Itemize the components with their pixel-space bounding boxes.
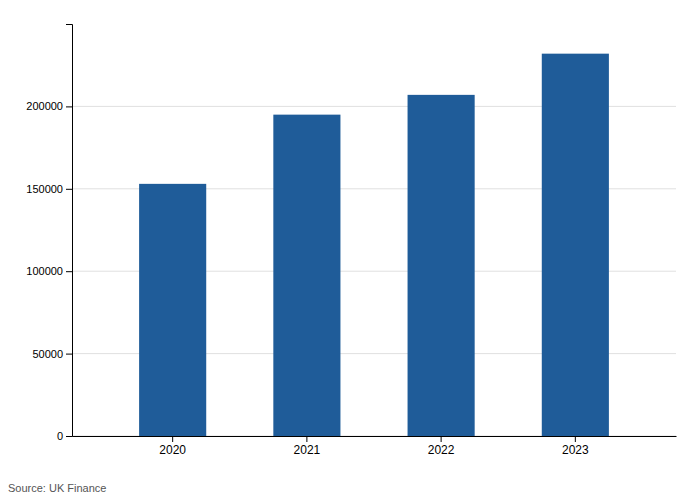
y-tick-mark — [66, 106, 72, 107]
y-tick: 150000 — [26, 183, 72, 195]
y-tick: 0 — [57, 430, 72, 442]
x-axis: 2020 2021 2022 2023 — [73, 436, 677, 457]
x-tick: 2021 — [294, 436, 321, 457]
bar — [139, 184, 206, 436]
annotations: Source: UK Finance — [8, 482, 106, 494]
y-tick-label: 50000 — [32, 348, 63, 360]
y-tick: 200000 — [26, 100, 72, 112]
x-tick-label: 2021 — [294, 443, 321, 457]
y-axis: 0 50000 100000 150000 200000 — [26, 25, 72, 443]
x-tick-mark — [172, 436, 173, 442]
bar — [542, 54, 609, 436]
y-tick: 100000 — [26, 265, 72, 277]
x-tick-mark — [441, 436, 442, 442]
y-axis-line — [66, 25, 73, 437]
x-tick-label: 2023 — [562, 443, 589, 457]
bar — [408, 95, 475, 436]
y-tick: 50000 — [32, 348, 72, 360]
bars — [139, 54, 609, 436]
x-tick: 2023 — [562, 436, 589, 457]
x-tick: 2022 — [428, 436, 455, 457]
source-note: Source: UK Finance — [8, 482, 106, 494]
x-tick-label: 2020 — [159, 443, 186, 457]
y-tick-mark — [66, 271, 72, 272]
y-tick-label: 150000 — [26, 183, 63, 195]
bar — [273, 115, 340, 436]
x-tick: 2020 — [159, 436, 186, 457]
x-tick-mark — [575, 436, 576, 442]
y-tick-mark — [66, 189, 72, 190]
y-tick-mark — [66, 354, 72, 355]
y-tick-mark — [66, 436, 72, 437]
x-axis-line — [73, 436, 677, 437]
chart: 2020 2021 2022 2023 0 50000 100000 150000 200000… — [0, 0, 700, 500]
y-tick-label: 200000 — [26, 100, 63, 112]
x-tick-mark — [306, 436, 307, 442]
y-tick-label: 0 — [57, 430, 63, 442]
y-tick-label: 100000 — [26, 265, 63, 277]
x-tick-label: 2022 — [428, 443, 455, 457]
plot: 2020 2021 2022 2023 0 50000 100000 150000 200000 — [26, 25, 676, 457]
